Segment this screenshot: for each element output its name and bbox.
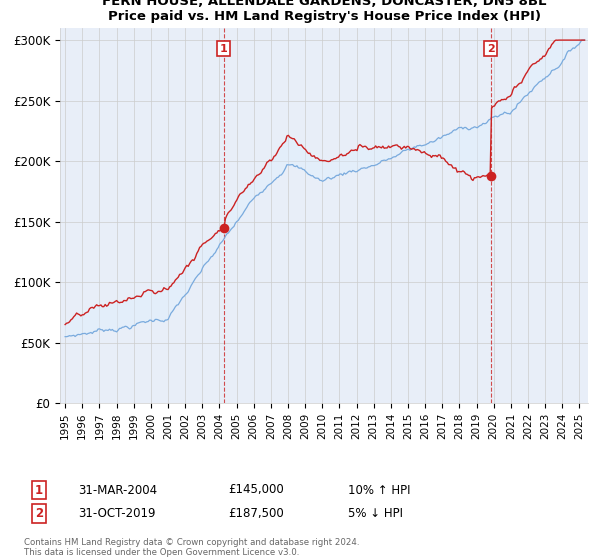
Text: 1: 1 (220, 44, 227, 54)
Text: 2: 2 (35, 507, 43, 520)
Title: FERN HOUSE, ALLENDALE GARDENS, DONCASTER, DN5 8BL
Price paid vs. HM Land Registr: FERN HOUSE, ALLENDALE GARDENS, DONCASTER… (102, 0, 546, 22)
Text: 31-MAR-2004: 31-MAR-2004 (78, 483, 157, 497)
Text: 2: 2 (487, 44, 494, 54)
Text: 10% ↑ HPI: 10% ↑ HPI (348, 483, 410, 497)
Text: 31-OCT-2019: 31-OCT-2019 (78, 507, 155, 520)
Text: Contains HM Land Registry data © Crown copyright and database right 2024.
This d: Contains HM Land Registry data © Crown c… (24, 538, 359, 557)
Text: £145,000: £145,000 (228, 483, 284, 497)
Text: 1: 1 (35, 483, 43, 497)
Text: £187,500: £187,500 (228, 507, 284, 520)
Text: 5% ↓ HPI: 5% ↓ HPI (348, 507, 403, 520)
